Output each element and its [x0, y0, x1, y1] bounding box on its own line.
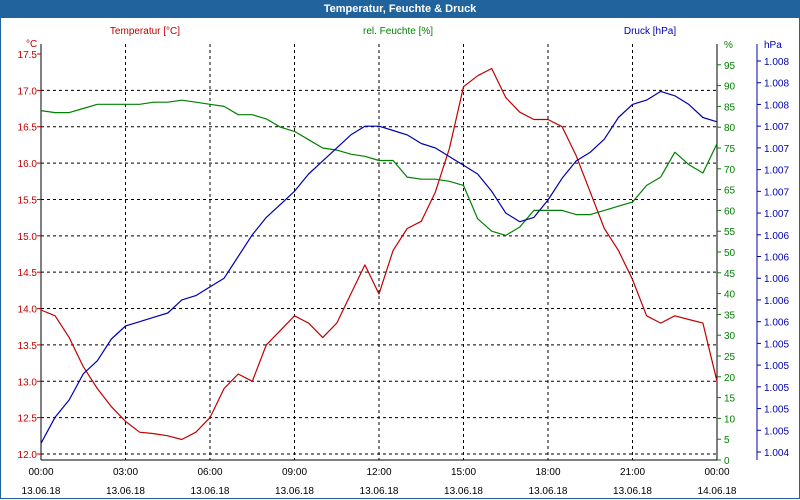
hum-tick-label: 0: [724, 456, 730, 467]
grid-lines: [40, 44, 718, 461]
x-tick-time: 12:00: [366, 467, 391, 478]
plot-lines: [40, 67, 718, 444]
press-tick-label: 1.008: [764, 79, 789, 90]
hum-tick-label: 95: [724, 61, 736, 72]
hum-tick-label: 80: [724, 123, 736, 134]
press-unit-label: hPa: [764, 40, 782, 51]
legend-pressure: Druck [hPa]: [624, 26, 676, 37]
hum-tick-label: 55: [724, 227, 736, 238]
press-tick-label: 1.006: [764, 253, 789, 264]
x-tick-time: 00:00: [28, 467, 53, 478]
x-tick-date: 13.06.18: [360, 486, 399, 497]
x-tick-date: 13.06.18: [613, 486, 652, 497]
press-tick-label: 1.007: [764, 187, 789, 198]
window-title: Temperatur, Feuchte & Druck: [0, 0, 800, 18]
press-tick-label: 1.007: [764, 122, 789, 133]
x-tick-date: 14.06.18: [698, 486, 737, 497]
x-tick-time: 06:00: [197, 467, 222, 478]
hum-tick-label: 65: [724, 186, 736, 197]
hum-tick-label: 90: [724, 82, 736, 93]
axis-labels: 00:00 13.06.18 03:00 13.06.18 06:00 13.06.18 0…: [18, 26, 790, 497]
x-tick-date: 13.06.18: [191, 486, 230, 497]
press-tick-label: 1.006: [764, 318, 789, 329]
hum-tick-label: 10: [724, 414, 736, 425]
hum-unit-label: %: [724, 40, 733, 51]
temp-tick-label: 15.5: [18, 195, 38, 206]
temp-tick-label: 14.5: [18, 268, 38, 279]
press-tick-label: 1.007: [764, 166, 789, 177]
hum-tick-label: 45: [724, 269, 736, 280]
temp-unit-label: °C: [26, 39, 37, 50]
press-tick-label: 1.008: [764, 100, 789, 111]
hum-tick-label: 15: [724, 394, 736, 405]
legend-humidity: rel. Feuchte [%]: [363, 26, 433, 37]
x-tick-time: 18:00: [535, 467, 560, 478]
press-tick-label: 1.005: [764, 339, 789, 350]
x-tick-time: 21:00: [620, 467, 645, 478]
hum-tick-label: 75: [724, 144, 736, 155]
pressure-series: [40, 90, 718, 444]
x-tick-date: 13.06.18: [529, 486, 568, 497]
temp-tick-label: 16.0: [18, 159, 38, 170]
temp-tick-label: 17.5: [18, 50, 38, 61]
press-tick-label: 1.004: [764, 448, 789, 459]
x-tick-time: 00:00: [704, 467, 729, 478]
temp-tick-label: 17.0: [18, 86, 38, 97]
temp-tick-label: 14.0: [18, 305, 38, 316]
temp-tick-label: 13.0: [18, 377, 38, 388]
x-tick-time: 03:00: [113, 467, 138, 478]
temperature-series: [40, 67, 718, 441]
temp-tick-label: 12.5: [18, 414, 38, 425]
humidity-series: [40, 99, 718, 236]
press-tick-label: 1.005: [764, 426, 789, 437]
hum-tick-label: 60: [724, 206, 736, 217]
temp-tick-label: 12.0: [18, 450, 38, 461]
press-tick-label: 1.005: [764, 361, 789, 372]
press-tick-label: 1.005: [764, 405, 789, 416]
x-tick-date: 13.06.18: [106, 486, 145, 497]
hum-tick-label: 25: [724, 352, 736, 363]
hum-tick-label: 5: [724, 435, 730, 446]
x-tick-time: 09:00: [282, 467, 307, 478]
press-tick-label: 1.007: [764, 144, 789, 155]
hum-tick-label: 70: [724, 165, 736, 176]
press-tick-label: 1.007: [764, 209, 789, 220]
press-tick-label: 1.006: [764, 274, 789, 285]
x-tick-time: 15:00: [451, 467, 476, 478]
temp-tick-label: 13.5: [18, 341, 38, 352]
x-tick-date: 13.06.18: [22, 486, 61, 497]
hum-tick-label: 20: [724, 373, 736, 384]
legend-temperature: Temperatur [°C]: [110, 26, 180, 37]
press-tick-label: 1.006: [764, 231, 789, 242]
hum-tick-label: 35: [724, 310, 736, 321]
temp-tick-label: 16.5: [18, 123, 38, 134]
x-tick-date: 13.06.18: [444, 486, 483, 497]
press-tick-label: 1.006: [764, 296, 789, 307]
hum-tick-label: 30: [724, 331, 736, 342]
x-tick-date: 13.06.18: [275, 486, 314, 497]
temp-tick-label: 15.0: [18, 232, 38, 243]
hum-tick-label: 40: [724, 290, 736, 301]
press-tick-label: 1.008: [764, 57, 789, 68]
press-tick-label: 1.005: [764, 383, 789, 394]
hum-tick-label: 85: [724, 102, 736, 113]
hum-tick-label: 50: [724, 248, 736, 259]
